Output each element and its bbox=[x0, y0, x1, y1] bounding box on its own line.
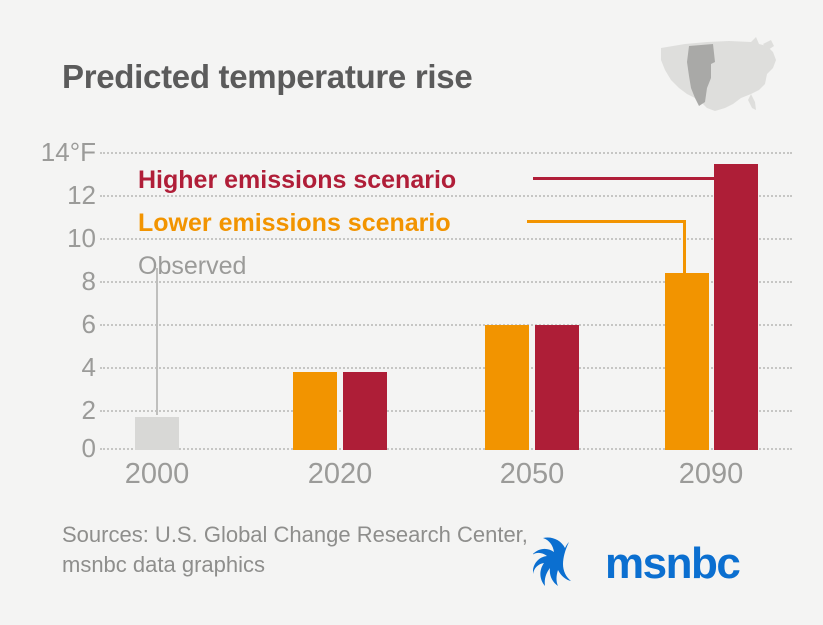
gridline-2 bbox=[100, 410, 792, 412]
legend-item-observed: Observed bbox=[138, 252, 247, 280]
bar-2000-observed bbox=[135, 417, 179, 450]
y-tick-4: 4 bbox=[81, 352, 96, 382]
gridline-10 bbox=[100, 238, 792, 240]
x-axis: 2000 2020 2050 2090 bbox=[0, 458, 823, 498]
y-tick-2: 2 bbox=[81, 395, 96, 425]
msnbc-wordmark: msnbc bbox=[605, 539, 740, 588]
y-tick-12: 12 bbox=[67, 180, 96, 210]
x-tick-2050: 2050 bbox=[499, 458, 565, 490]
us-locator-map-icon bbox=[655, 32, 783, 116]
y-tick-6: 6 bbox=[81, 309, 96, 339]
x-tick-2000: 2000 bbox=[124, 458, 190, 490]
y-axis: 14°F 12 10 8 6 4 2 0 bbox=[0, 139, 96, 461]
y-tick-0: 0 bbox=[81, 433, 96, 463]
gridline-12 bbox=[100, 195, 792, 197]
gridline-4 bbox=[100, 367, 792, 369]
gridline-0 bbox=[100, 448, 792, 450]
leader-line-observed bbox=[156, 268, 158, 415]
y-tick-8: 8 bbox=[81, 266, 96, 296]
legend-item-higher: Higher emissions scenario bbox=[138, 166, 457, 194]
plot-area: Higher emissions scenario Lower emission… bbox=[100, 145, 792, 450]
leader-line-lower-vertical bbox=[683, 220, 686, 274]
page-title: Predicted temperature rise bbox=[62, 58, 473, 95]
bar-2020-lower bbox=[293, 372, 337, 450]
leader-line-higher bbox=[533, 177, 716, 180]
bar-2020-higher bbox=[343, 372, 387, 450]
legend-item-lower: Lower emissions scenario bbox=[138, 209, 451, 237]
nbc-peacock-icon bbox=[532, 537, 571, 586]
x-tick-2090: 2090 bbox=[678, 458, 744, 490]
gridline-6 bbox=[100, 324, 792, 326]
msnbc-logo: msnbc bbox=[532, 536, 781, 588]
gridline-14 bbox=[100, 152, 792, 154]
y-tick-10: 10 bbox=[67, 223, 96, 253]
x-tick-2020: 2020 bbox=[307, 458, 373, 490]
source-note: Sources: U.S. Global Change Research Cen… bbox=[62, 522, 528, 577]
bar-2050-higher bbox=[535, 325, 579, 450]
y-tick-14: 14°F bbox=[40, 137, 96, 167]
bar-2050-lower bbox=[485, 325, 529, 450]
bar-2090-higher bbox=[714, 164, 758, 450]
gridline-8 bbox=[100, 281, 792, 283]
leader-line-lower-horizontal bbox=[527, 220, 686, 223]
bar-2090-lower bbox=[665, 273, 709, 450]
